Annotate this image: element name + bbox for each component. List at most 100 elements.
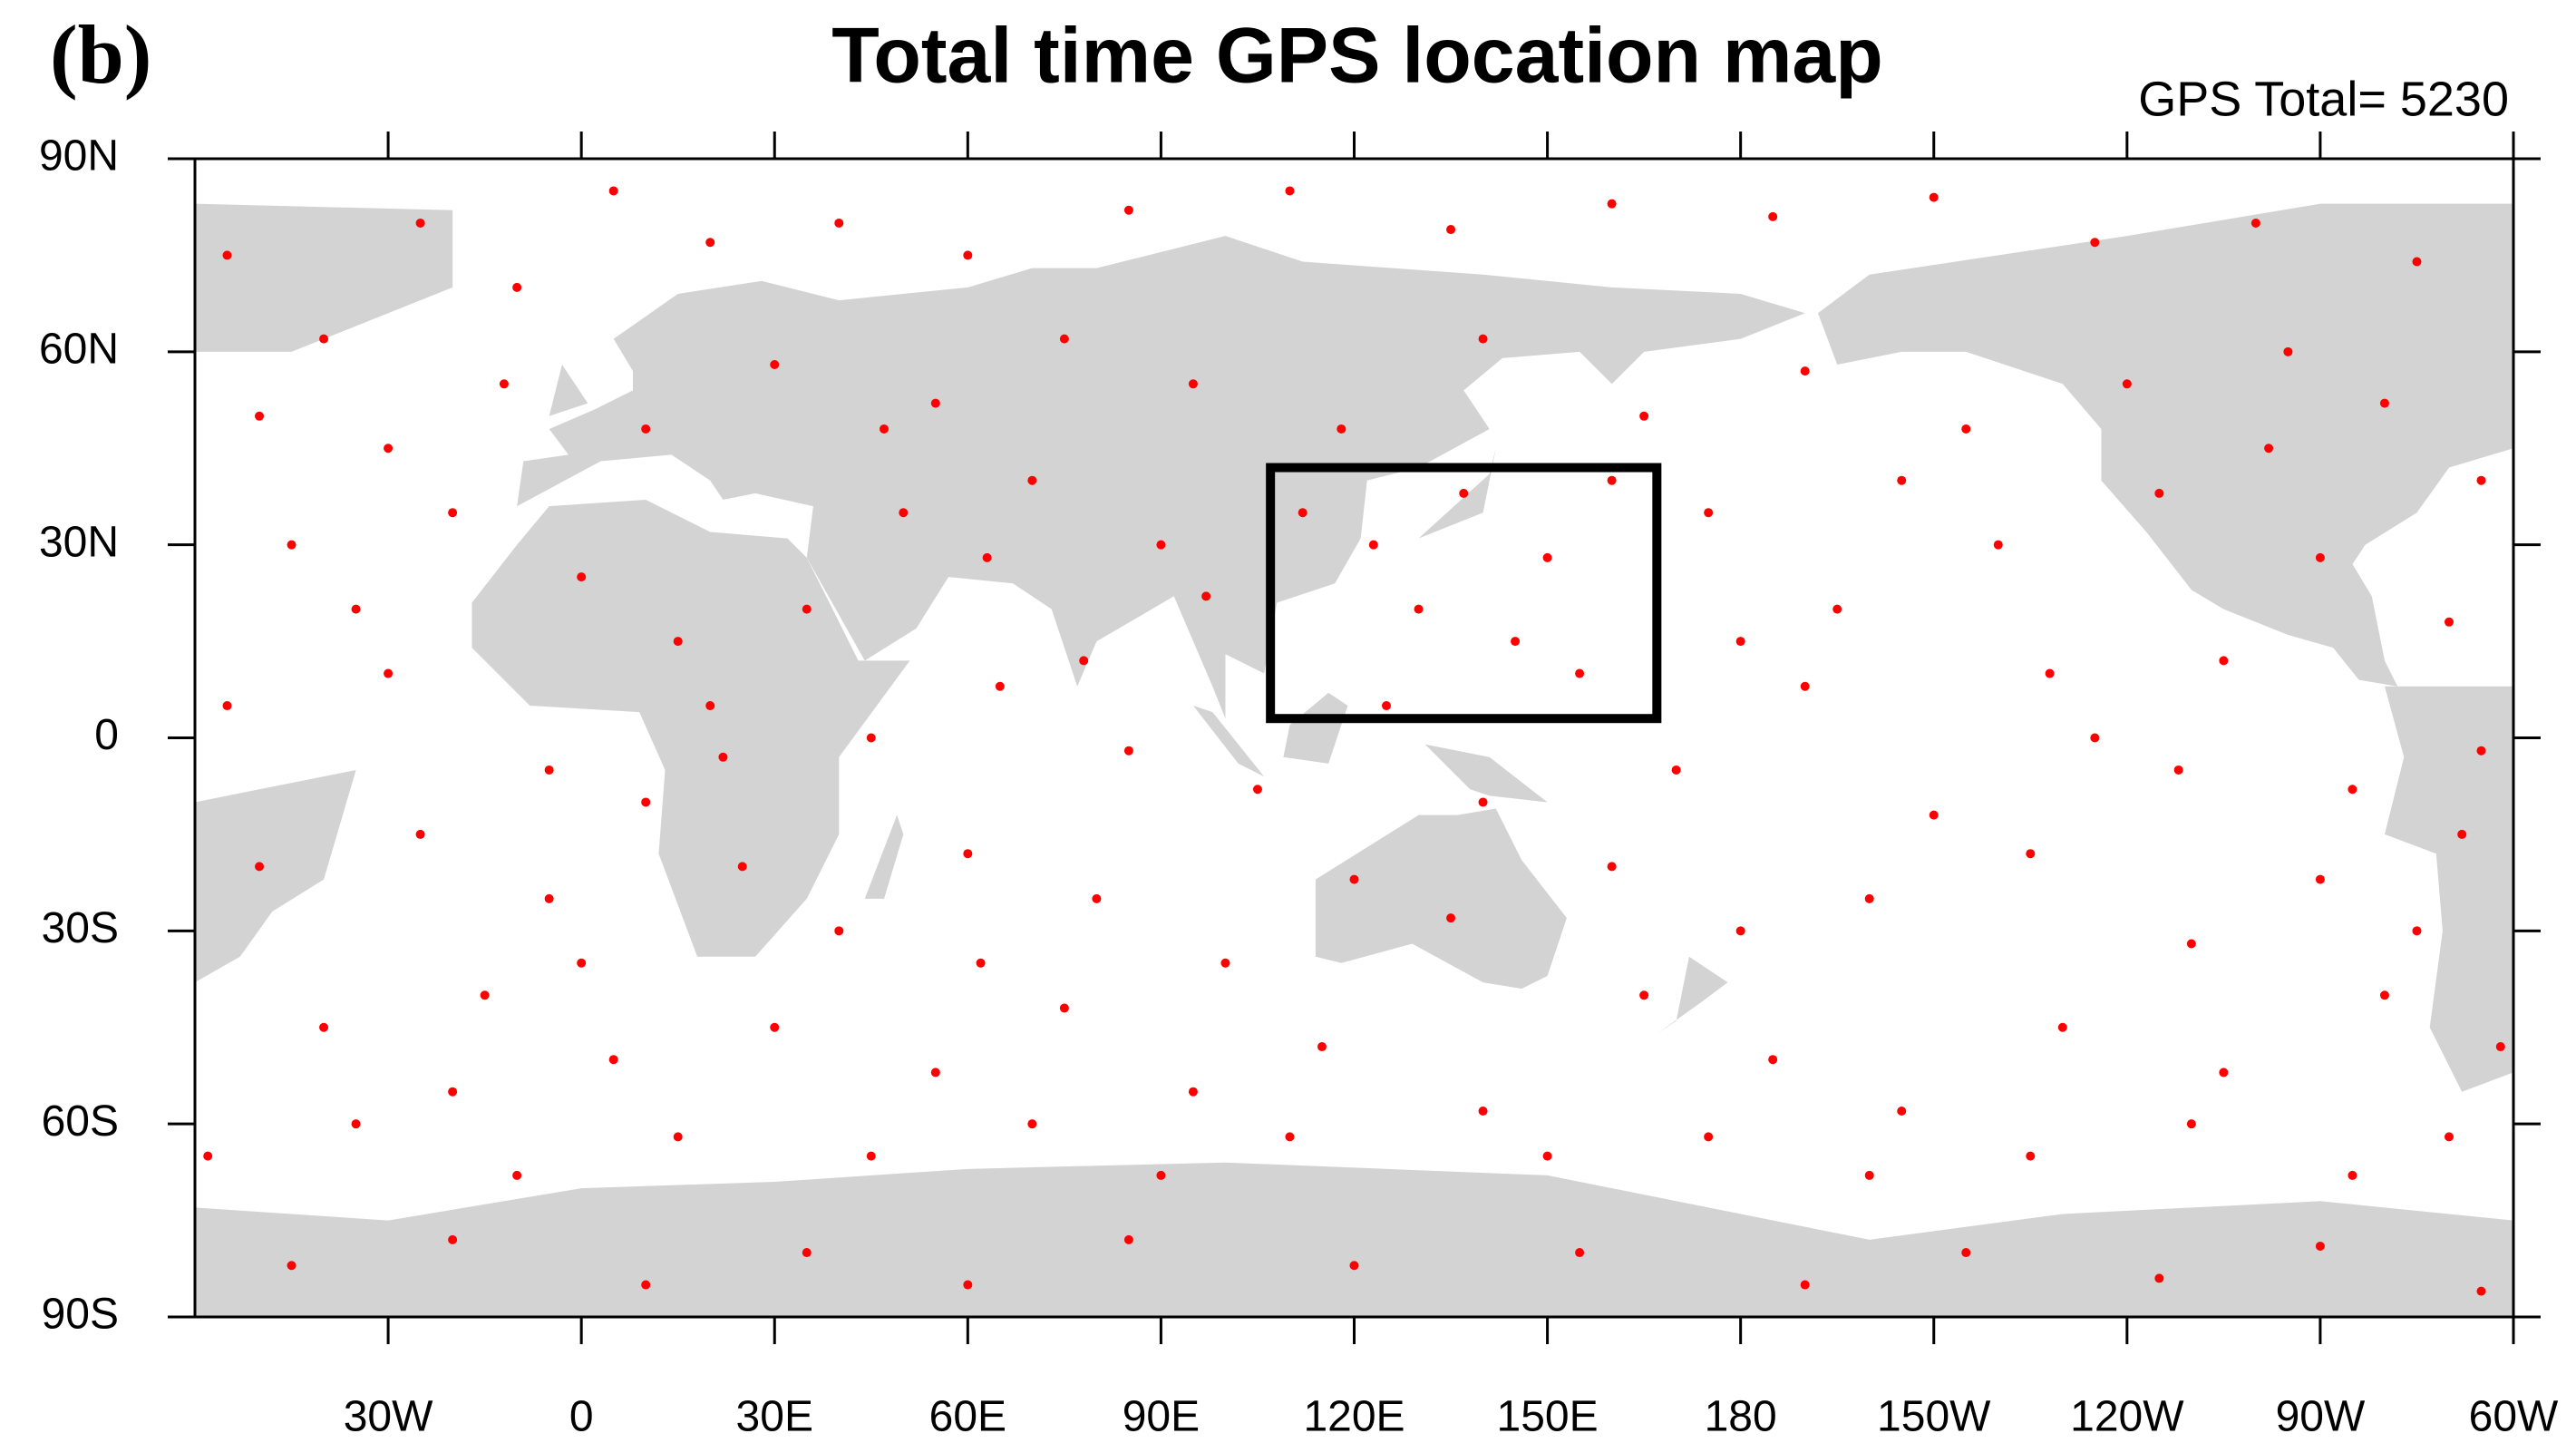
gps-point xyxy=(1768,1055,1778,1065)
gps-point xyxy=(705,701,715,711)
gps-point xyxy=(448,1234,458,1244)
gps-point xyxy=(976,958,986,968)
gps-point xyxy=(802,1248,812,1258)
gps-point xyxy=(1188,1087,1198,1097)
gps-point xyxy=(222,701,232,711)
region-box xyxy=(1266,463,1662,724)
gps-point xyxy=(1317,1042,1327,1052)
x-tick-label: 30W xyxy=(344,1393,433,1441)
gps-point xyxy=(2219,656,2229,666)
gps-point xyxy=(2264,444,2274,453)
gps-point xyxy=(641,797,651,807)
gps-point xyxy=(255,862,265,872)
gps-point xyxy=(499,379,509,389)
gps-point xyxy=(899,508,909,518)
gps-point xyxy=(834,926,844,936)
gps-point xyxy=(2444,617,2454,627)
gps-point xyxy=(1897,475,1907,485)
gps-point xyxy=(1285,186,1295,196)
gps-point xyxy=(1478,1106,1488,1116)
x-tick-label: 180 xyxy=(1705,1393,1777,1441)
gps-point xyxy=(879,424,889,434)
gps-point xyxy=(930,1068,940,1078)
gps-point xyxy=(1961,424,1971,434)
gps-point xyxy=(1156,540,1166,550)
gps-point xyxy=(577,572,587,582)
gps-point xyxy=(2476,475,2486,485)
gps-point xyxy=(1027,1119,1037,1129)
gps-point xyxy=(2154,1273,2164,1283)
gps-point xyxy=(1156,1170,1166,1180)
gps-point xyxy=(705,238,715,248)
gps-point xyxy=(351,1119,361,1129)
total-annotation: GPS Total= 5230 xyxy=(2138,72,2509,126)
gps-point xyxy=(2090,733,2100,743)
gps-point xyxy=(866,1151,876,1161)
gps-point xyxy=(2315,552,2325,562)
gps-point xyxy=(1768,211,1778,221)
gps-point xyxy=(2026,849,2036,859)
x-tick-label: 30E xyxy=(736,1393,813,1441)
gps-point xyxy=(384,668,394,678)
gps-point xyxy=(1414,604,1424,614)
gps-point xyxy=(1800,681,1810,691)
y-tick-label: 60N xyxy=(39,326,119,374)
x-tick-label: 60W xyxy=(2469,1393,2559,1441)
gps-point xyxy=(1252,785,1262,795)
gps-point xyxy=(673,637,683,647)
gps-point xyxy=(802,604,812,614)
y-tick-label: 90N xyxy=(39,132,119,180)
gps-point xyxy=(2379,398,2389,408)
gps-point xyxy=(1337,424,1346,434)
gps-point xyxy=(1575,668,1585,678)
gps-point xyxy=(2348,785,2357,795)
gps-point xyxy=(2495,1042,2505,1052)
gps-point xyxy=(480,990,490,1000)
gps-point xyxy=(1800,366,1810,376)
gps-point xyxy=(1542,552,1552,562)
gps-point xyxy=(1929,192,1939,202)
gps-point xyxy=(1478,334,1488,344)
gps-point xyxy=(1059,334,1069,344)
panel-label: (b) xyxy=(50,8,151,101)
gps-point xyxy=(1607,862,1617,872)
gps-point xyxy=(641,424,651,434)
land xyxy=(195,203,2513,1317)
gps-point xyxy=(544,765,554,775)
gps-point xyxy=(1298,508,1307,518)
gps-point xyxy=(1704,1132,1714,1142)
y-tick-label: 90S xyxy=(42,1291,119,1339)
gps-point xyxy=(963,250,973,260)
x-tick-label: 150W xyxy=(1877,1393,1991,1441)
gps-point xyxy=(608,1055,618,1065)
gps-point xyxy=(1864,893,1874,903)
gps-point xyxy=(1929,810,1939,820)
gps-point xyxy=(2315,1241,2325,1251)
gps-point xyxy=(1368,540,1378,550)
x-tick-label: 90E xyxy=(1123,1393,1200,1441)
gps-point xyxy=(2122,379,2132,389)
gps-point xyxy=(1188,379,1198,389)
y-tick-label: 30N xyxy=(39,518,119,566)
gps-point xyxy=(1027,475,1037,485)
gps-point xyxy=(2057,1022,2067,1032)
gps-point xyxy=(1446,913,1456,923)
gps-point xyxy=(2412,257,2422,267)
gps-point xyxy=(834,218,844,228)
x-tick-label: 120E xyxy=(1303,1393,1405,1441)
points-layer xyxy=(203,186,2505,1296)
chart-title: Total time GPS location map xyxy=(831,13,1883,100)
y-tick-label: 0 xyxy=(94,711,119,759)
gps-point xyxy=(512,1170,522,1180)
gps-point xyxy=(2090,238,2100,248)
gps-point xyxy=(222,250,232,260)
gps-point xyxy=(1446,225,1456,235)
y-tick-label: 60S xyxy=(42,1097,119,1146)
gps-point xyxy=(1961,1248,1971,1258)
gps-point xyxy=(448,508,458,518)
gps-point xyxy=(1864,1170,1874,1180)
gps-point xyxy=(1671,765,1681,775)
gps-point xyxy=(1639,411,1649,421)
gps-point xyxy=(2315,874,2325,884)
